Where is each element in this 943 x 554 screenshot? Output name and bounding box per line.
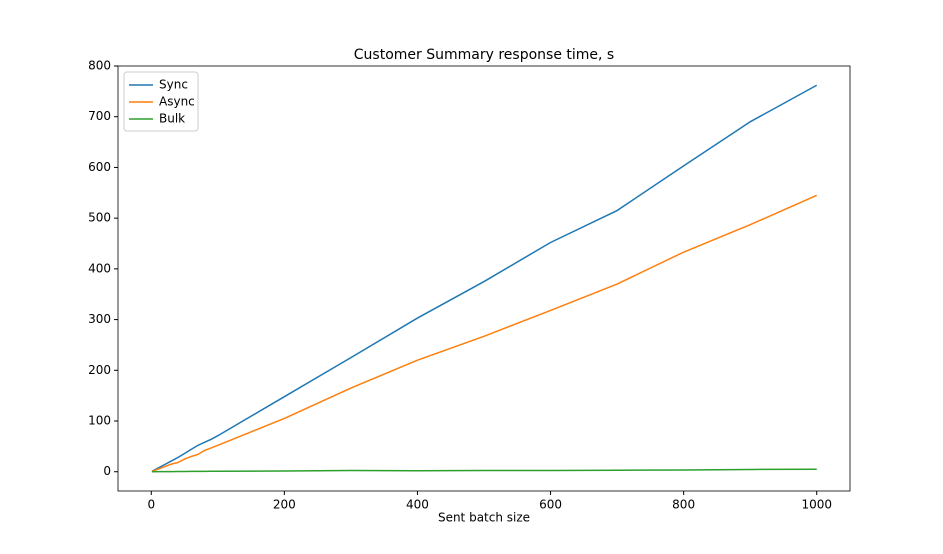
y-tick-label: 700 bbox=[88, 109, 111, 123]
x-tick-label: 0 bbox=[147, 498, 155, 512]
line-series bbox=[151, 468, 817, 473]
line-series bbox=[151, 84, 818, 472]
line-series bbox=[151, 194, 818, 473]
plot-frame bbox=[117, 65, 851, 492]
x-tick-label: 600 bbox=[539, 498, 562, 512]
chart-title: Customer Summary response time, s bbox=[354, 47, 614, 63]
y-tick-label: 600 bbox=[88, 160, 111, 174]
y-tick-label: 800 bbox=[88, 59, 111, 73]
y-tick-label: 100 bbox=[88, 414, 111, 428]
x-tick-label: 800 bbox=[672, 498, 695, 512]
y-tick-label: 0 bbox=[103, 464, 111, 478]
legend-box bbox=[123, 71, 199, 132]
legend-label: Async bbox=[159, 95, 195, 109]
legend-label: Bulk bbox=[159, 112, 185, 126]
y-tick-label: 200 bbox=[88, 363, 111, 377]
y-tick-label: 500 bbox=[88, 211, 111, 225]
x-tick-label: 200 bbox=[273, 498, 296, 512]
x-tick-label: 1000 bbox=[801, 498, 832, 512]
y-tick-label: 400 bbox=[88, 261, 111, 275]
x-tick-label: 400 bbox=[406, 498, 429, 512]
y-tick-label: 300 bbox=[88, 312, 111, 326]
legend-label: Sync bbox=[159, 78, 188, 92]
x-axis-label: Sent batch size bbox=[438, 511, 530, 525]
